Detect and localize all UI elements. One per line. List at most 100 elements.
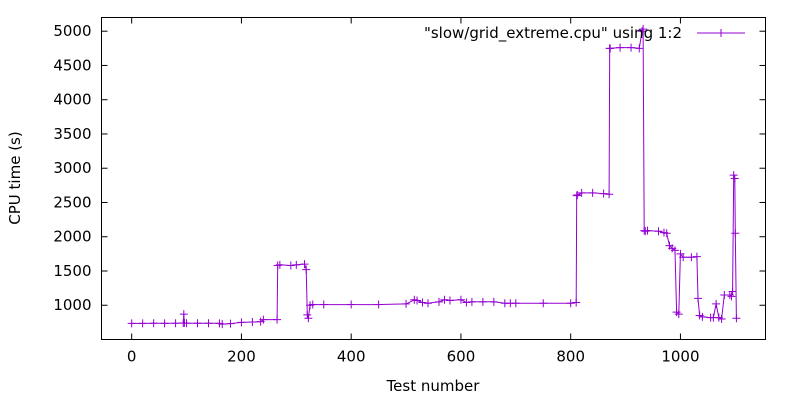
data-point — [292, 260, 301, 269]
data-point — [237, 318, 246, 327]
data-point — [418, 298, 427, 307]
y-tick-label: 2500 — [53, 193, 91, 211]
data-point — [712, 299, 721, 308]
data-point — [319, 300, 328, 309]
data-point — [138, 319, 147, 328]
data-layer — [127, 25, 741, 329]
data-point — [731, 229, 740, 238]
x-tick-label: 600 — [447, 348, 476, 366]
data-point — [643, 226, 652, 235]
data-point — [687, 253, 696, 262]
y-tick-label: 3000 — [53, 159, 91, 177]
data-point — [440, 295, 449, 304]
data-point — [641, 227, 650, 236]
data-point — [308, 300, 317, 309]
y-tick-label: 2000 — [53, 228, 91, 246]
data-point — [462, 298, 471, 307]
legend-entry-label: "slow/grid_extreme.cpu" using 1:2 — [424, 24, 682, 43]
data-point — [160, 319, 169, 328]
data-point — [302, 265, 311, 274]
data-point — [489, 297, 498, 306]
data-point — [303, 310, 312, 319]
x-axis-label: Test number — [386, 377, 481, 395]
legend-marker-plus — [717, 29, 725, 37]
legend: "slow/grid_extreme.cpu" using 1:2 — [424, 24, 745, 43]
data-point — [226, 319, 235, 328]
data-point — [698, 312, 707, 321]
data-point — [577, 188, 586, 197]
x-tick-label: 1000 — [661, 348, 699, 366]
y-tick-label: 5000 — [53, 22, 91, 40]
data-point — [732, 314, 741, 323]
data-point — [286, 261, 295, 270]
data-point — [347, 300, 356, 309]
data-point — [573, 190, 582, 199]
data-point — [627, 43, 636, 52]
data-point — [728, 287, 737, 296]
data-point — [605, 190, 614, 199]
y-axis-label: CPU time (s) — [6, 131, 24, 224]
data-point — [478, 297, 487, 306]
data-point — [275, 260, 284, 269]
data-point — [727, 292, 736, 301]
data-point — [127, 319, 136, 328]
data-point — [606, 44, 615, 53]
data-point — [572, 298, 581, 307]
data-point — [662, 229, 671, 238]
y-tick-label: 3500 — [53, 125, 91, 143]
data-point — [511, 299, 520, 308]
data-point — [692, 252, 701, 261]
x-tick-label: 400 — [337, 348, 366, 366]
data-point — [204, 319, 213, 328]
data-point — [572, 191, 581, 200]
data-point — [616, 43, 625, 52]
data-point — [639, 25, 648, 34]
x-tick-label: 0 — [127, 348, 137, 366]
plot-frame — [101, 17, 766, 340]
data-point — [248, 318, 257, 327]
data-point — [729, 171, 738, 180]
data-point — [445, 296, 454, 305]
legend-sample-marker — [717, 29, 725, 37]
x-tick-label: 200 — [227, 348, 256, 366]
data-point — [717, 314, 726, 323]
data-point — [694, 294, 703, 303]
data-point — [635, 44, 644, 53]
data-point — [259, 315, 268, 324]
data-point — [467, 297, 476, 306]
y-tick-label: 4500 — [53, 56, 91, 74]
data-point — [638, 27, 647, 36]
data-point — [304, 314, 313, 323]
ticks-layer: 0 200 400 600 800 1000 1000 1500 2000 2500 3000 350… — [53, 17, 766, 366]
data-point — [374, 300, 383, 309]
x-tick-label: 800 — [556, 348, 585, 366]
y-tick-label: 1000 — [53, 296, 91, 314]
data-point — [456, 295, 465, 304]
data-point — [273, 261, 282, 270]
data-point — [424, 299, 433, 308]
data-point — [171, 319, 180, 328]
data-point — [539, 299, 548, 308]
data-point — [679, 253, 688, 262]
data-point — [218, 320, 227, 329]
data-point — [300, 260, 309, 269]
data-point — [179, 310, 188, 319]
data-point — [413, 296, 422, 305]
y-tick-label: 4000 — [53, 91, 91, 109]
data-point — [670, 246, 679, 255]
data-point — [730, 174, 739, 183]
data-point — [149, 319, 158, 328]
data-point — [599, 189, 608, 198]
y-tick-label: 1500 — [53, 262, 91, 280]
data-point — [566, 299, 575, 308]
data-point — [674, 310, 683, 319]
data-point — [434, 297, 443, 306]
data-point — [402, 299, 411, 308]
data-point — [182, 319, 191, 328]
data-point — [193, 319, 202, 328]
series-line — [131, 28, 737, 325]
data-point — [273, 315, 282, 324]
data-point — [588, 188, 597, 197]
data-point — [654, 227, 663, 236]
